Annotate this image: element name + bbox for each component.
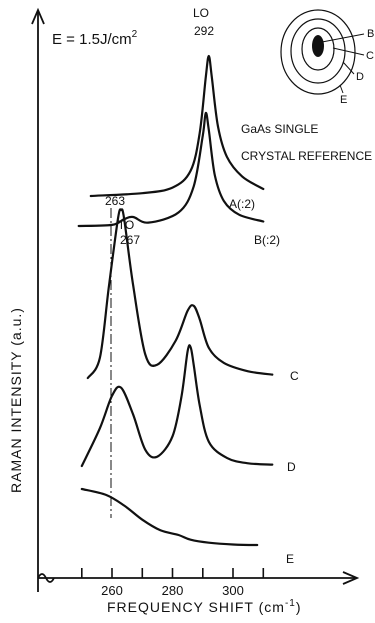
inset-ring-c bbox=[301, 27, 335, 71]
series-layer bbox=[77, 54, 274, 547]
x-tick-label: 280 bbox=[162, 583, 184, 598]
x-tick-label: 300 bbox=[222, 583, 244, 598]
lo-label: LO bbox=[193, 6, 209, 20]
x-tick-label: 260 bbox=[101, 583, 123, 598]
inset-leader-b bbox=[321, 33, 365, 43]
series-line-3 bbox=[86, 208, 274, 380]
series-line-5 bbox=[80, 487, 259, 547]
series-label-2: B(:2) bbox=[254, 233, 280, 247]
inset-label-c: C bbox=[366, 50, 374, 62]
x-axis-arrow bbox=[342, 571, 360, 585]
series-label-5: E bbox=[286, 552, 294, 566]
to-value: 267 bbox=[120, 233, 140, 247]
series-line-1 bbox=[89, 54, 265, 198]
x-axis-label-close: ) bbox=[296, 599, 302, 615]
inset-leader-c bbox=[332, 47, 365, 56]
axis-break bbox=[37, 573, 55, 583]
reference-line-1: GaAs SINGLE bbox=[241, 122, 318, 136]
energy-label-sup: 2 bbox=[132, 29, 138, 40]
inset-label-b: B bbox=[367, 28, 374, 40]
inset-leader-d bbox=[342, 61, 355, 75]
inset-leader-e bbox=[339, 84, 344, 94]
energy-label-main: E = 1.5J/cm bbox=[52, 31, 132, 48]
x-ticks: 260 280 300 bbox=[81, 568, 265, 598]
series-line-4 bbox=[80, 344, 274, 468]
x-axis-label: FREQUENCY SHIFT (cm-1) bbox=[107, 598, 302, 615]
lo-value: 292 bbox=[194, 24, 214, 38]
inset-diagram: B C D E bbox=[280, 9, 374, 106]
x-axis-label-sup: -1 bbox=[285, 598, 296, 609]
reference-line-2: CRYSTAL REFERENCE bbox=[241, 149, 372, 163]
series-label-4: D bbox=[287, 460, 296, 474]
x-axis-label-main: FREQUENCY SHIFT (cm bbox=[107, 599, 285, 615]
y-axis-arrow bbox=[31, 7, 45, 25]
inset-core-b bbox=[312, 35, 324, 57]
dash-value-label: 263 bbox=[105, 194, 125, 208]
energy-label: E = 1.5J/cm2 bbox=[52, 29, 138, 48]
inset-label-e: E bbox=[340, 94, 347, 106]
inset-label-d: D bbox=[356, 71, 364, 83]
series-label-1: A(:2) bbox=[229, 197, 255, 211]
inset-ring-e bbox=[280, 9, 356, 95]
series-label-3: C bbox=[290, 369, 299, 383]
series-labels: A(:2) B(:2) C D E bbox=[229, 197, 299, 566]
y-axis-label: RAMAN INTENSITY (a.u.) bbox=[8, 307, 24, 493]
